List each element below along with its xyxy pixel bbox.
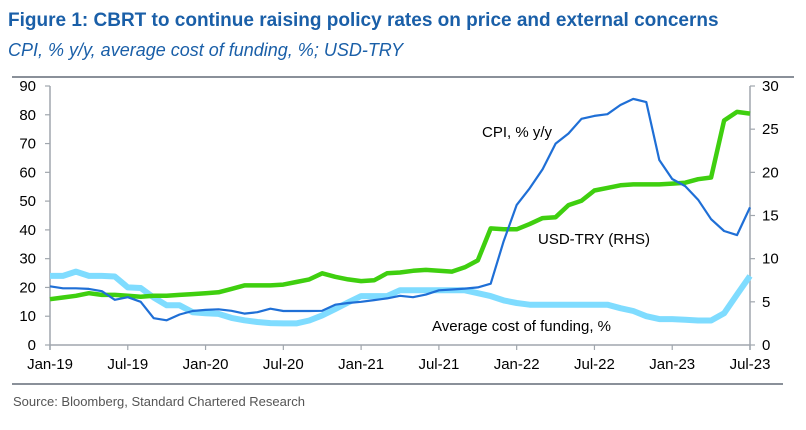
left-axis-tick-label: 0 <box>28 337 36 354</box>
top-rule <box>12 76 794 78</box>
left-axis-tick-label: 20 <box>19 279 36 296</box>
bottom-rule <box>12 383 783 385</box>
series-usdtry-line <box>49 109 751 302</box>
annotation-usdtry: USD-TRY (RHS) <box>538 231 650 248</box>
left-axis-tick-label: 90 <box>19 78 36 95</box>
series-cost-of-funding-line <box>50 268 753 327</box>
right-axis-tick-label: 20 <box>762 164 779 181</box>
right-axis-tick-label: 15 <box>762 208 779 225</box>
left-axis-tick-label: 70 <box>19 136 36 153</box>
right-axis-tick-label: 30 <box>762 78 779 95</box>
annotation-cpi: CPI, % y/y <box>482 124 553 141</box>
left-axis-tick-label: 60 <box>19 164 36 181</box>
left-axis-tick-label: 40 <box>19 222 36 239</box>
right-axis-tick-label: 0 <box>762 337 770 354</box>
left-axis-tick-label: 10 <box>19 308 36 325</box>
right-axis-tick-label: 25 <box>762 121 779 138</box>
x-axis-tick-label: Jan-19 <box>27 356 73 373</box>
x-axis-tick-label: Jan-21 <box>338 356 384 373</box>
left-axis-tick-label: 50 <box>19 193 36 210</box>
x-axis-tick-label: Jul-23 <box>730 356 771 373</box>
left-axis-tick-label: 30 <box>19 251 36 268</box>
x-axis-tick-label: Jan-23 <box>649 356 695 373</box>
left-axis-tick-label: 80 <box>19 107 36 124</box>
x-axis-tick-label: Jul-22 <box>574 356 615 373</box>
series-cpi-line <box>49 97 751 322</box>
right-axis-tick-label: 5 <box>762 294 770 311</box>
right-axis-tick-label: 10 <box>762 251 779 268</box>
annotation-cost-of-funding: Average cost of funding, % <box>432 318 611 335</box>
x-axis-tick-label: Jan-22 <box>494 356 540 373</box>
figure-subtitle: CPI, % y/y, average cost of funding, %; … <box>8 40 404 60</box>
x-axis-tick-label: Jan-20 <box>183 356 229 373</box>
x-axis-tick-label: Jul-21 <box>418 356 459 373</box>
x-axis-tick-label: Jul-20 <box>263 356 304 373</box>
figure-title: Figure 1: CBRT to continue raising polic… <box>8 10 719 31</box>
source-note: Source: Bloomberg, Standard Chartered Re… <box>13 394 305 409</box>
x-axis-tick-label: Jul-19 <box>107 356 148 373</box>
